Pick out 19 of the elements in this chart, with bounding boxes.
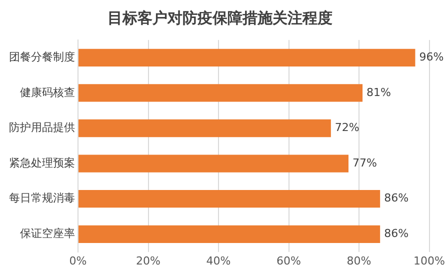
x-tick-label: 40% [206, 254, 231, 268]
y-tick-label: 每日常规消毒 [9, 192, 75, 205]
y-tick-label: 防护用品提供 [9, 121, 75, 134]
chart-title: 目标客户对防疫保障措施关注程度 [108, 8, 332, 27]
data-label: 77% [352, 156, 377, 170]
y-tick-label: 保证空座率 [20, 227, 75, 240]
data-label: 81% [366, 86, 391, 99]
data-label: 72% [334, 121, 360, 134]
data-label: 96% [419, 50, 444, 64]
x-tick-label: 60% [276, 254, 301, 268]
x-tick-label: 20% [136, 254, 160, 268]
x-tick-label: 100% [414, 254, 446, 268]
y-tick-label: 紧急处理预案 [9, 156, 75, 170]
x-tick-label: 80% [346, 254, 372, 268]
y-tick-label: 团餐分餐制度 [9, 50, 75, 64]
x-tick-label: 0% [69, 254, 87, 268]
data-label: 86% [384, 227, 409, 240]
data-label: 86% [384, 192, 409, 205]
y-tick-label: 健康码核查 [20, 86, 75, 99]
